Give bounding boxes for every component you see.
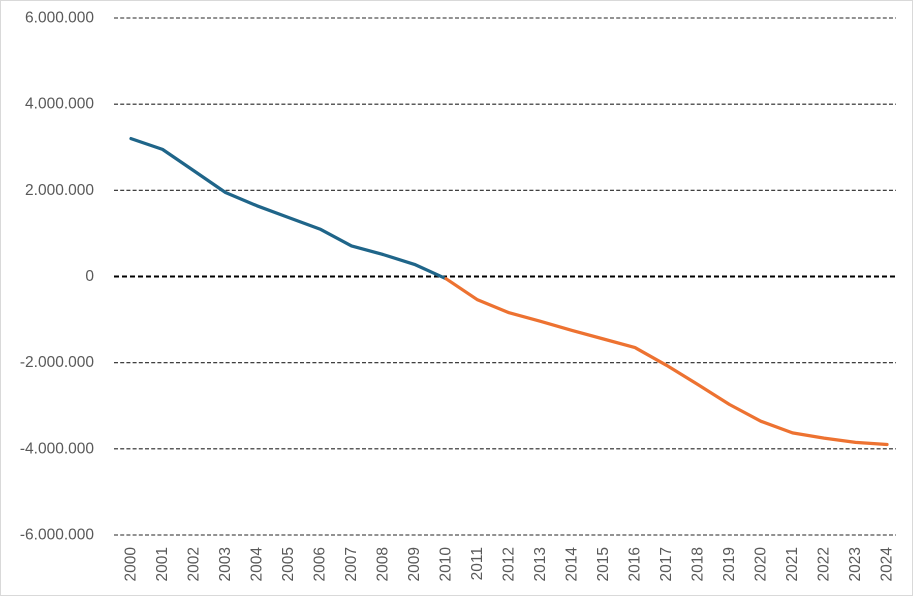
x-axis-tick-label: 2016 xyxy=(627,547,644,581)
x-axis-tick-label: 2007 xyxy=(343,547,360,581)
y-axis-tick-label: 0 xyxy=(85,268,94,285)
x-axis-tick-label: 2021 xyxy=(784,547,801,581)
x-axis-tick-label: 2006 xyxy=(312,547,329,581)
x-axis-tick-label: 2008 xyxy=(375,547,392,581)
y-axis-tick-label: 6.000.000 xyxy=(25,10,94,27)
x-axis-tick-label: 2024 xyxy=(879,547,896,582)
x-axis-tick-label: 2004 xyxy=(249,547,266,582)
series-line-segment_2010_2024 xyxy=(444,277,889,447)
x-axis-tick-label: 2019 xyxy=(721,547,738,581)
x-axis-tick-label: 2011 xyxy=(469,547,486,580)
series-line-segment_2000_2010 xyxy=(129,136,448,281)
x-axis-tick-label: 2002 xyxy=(186,547,203,581)
y-axis-tick-label: 2.000.000 xyxy=(25,182,94,199)
x-axis-tick-label: 2009 xyxy=(406,547,423,581)
x-axis-tick-label: 2014 xyxy=(564,547,581,582)
y-axis-tick-label: 4.000.000 xyxy=(25,96,94,113)
y-axis-tick-label: -2.000.000 xyxy=(20,354,94,371)
y-axis-tick-label: -6.000.000 xyxy=(20,527,94,544)
x-axis-tick-label: 2010 xyxy=(438,547,455,582)
x-axis-tick-label: 2017 xyxy=(658,547,675,581)
x-axis-tick-label: 2000 xyxy=(123,547,140,582)
x-axis-tick-label: 2023 xyxy=(847,547,864,581)
x-axis-tick-label: 2013 xyxy=(532,547,549,581)
x-axis-tick-label: 2005 xyxy=(280,547,297,581)
x-axis-tick-label: 2018 xyxy=(690,547,707,581)
y-axis-tick-label: -4.000.000 xyxy=(20,440,94,457)
x-axis-tick-label: 2015 xyxy=(595,547,612,581)
x-axis-tick-label: 2012 xyxy=(501,547,518,581)
x-axis-tick-label: 2003 xyxy=(217,547,234,581)
x-axis-tick-label: 2001 xyxy=(154,547,171,581)
x-axis-tick-label: 2020 xyxy=(753,547,770,582)
x-axis-tick-label: 2022 xyxy=(816,547,833,581)
